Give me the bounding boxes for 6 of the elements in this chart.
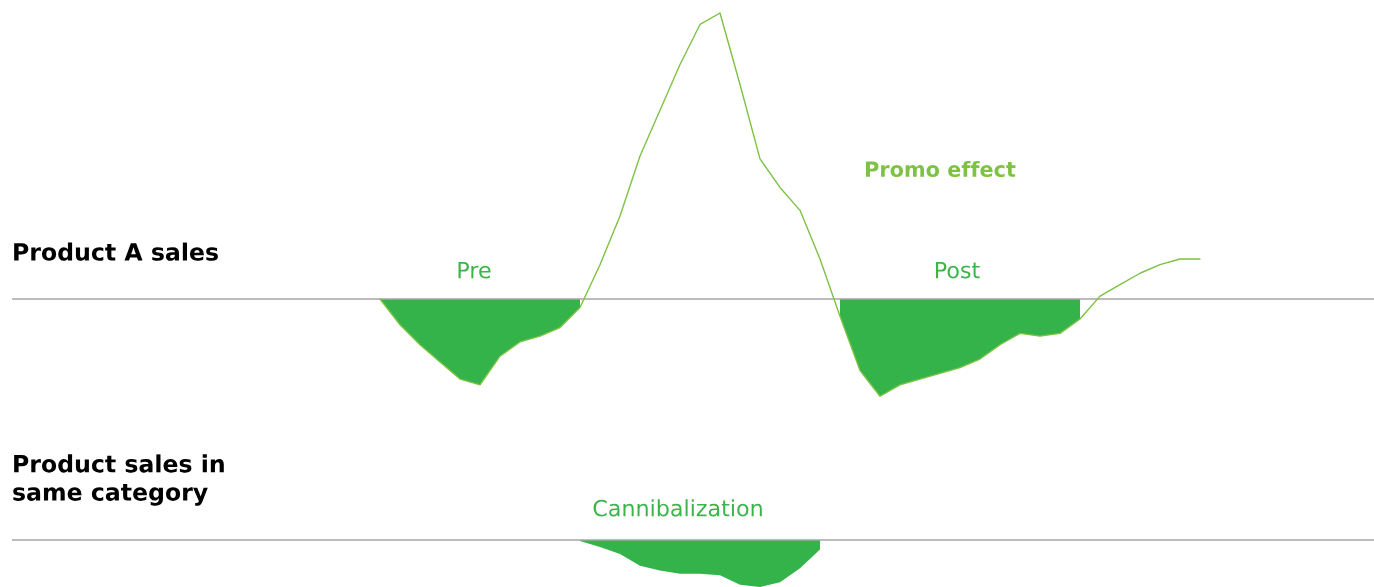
annotation: Promo effect (866, 160, 1016, 178)
y-axis-title: Product A sales (14, 242, 218, 261)
annotation: Pre (458, 261, 491, 279)
y-axis-title: Product sales in same category (13, 454, 224, 506)
annotation: Post (935, 261, 980, 279)
text: Cannibalization (593, 499, 762, 517)
